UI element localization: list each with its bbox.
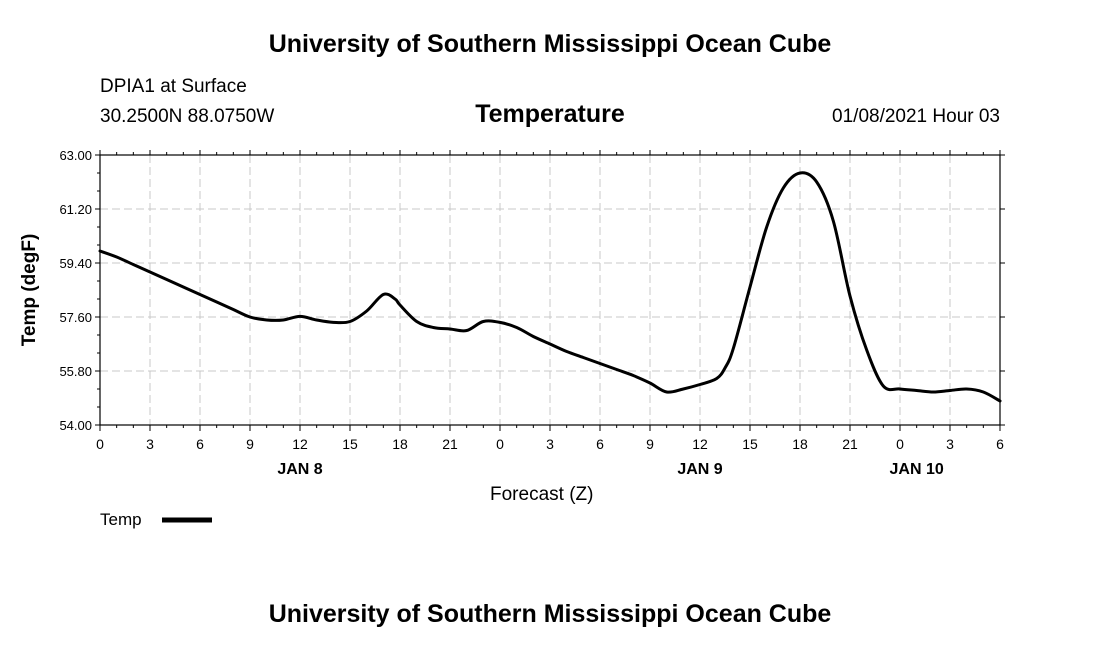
x-tick-label: 0 bbox=[96, 436, 104, 452]
x-tick-label: 6 bbox=[596, 436, 604, 452]
x-tick-label: 6 bbox=[996, 436, 1004, 452]
x-axis-title: Forecast (Z) bbox=[490, 484, 593, 505]
x-tick-label: 0 bbox=[896, 436, 904, 452]
y-tick-label: 57.60 bbox=[59, 310, 92, 325]
x-tick-label: 3 bbox=[146, 436, 154, 452]
x-tick-label: 12 bbox=[292, 436, 308, 452]
chart-title: Temperature bbox=[475, 100, 625, 128]
coords-label: 30.2500N 88.0750W bbox=[100, 106, 275, 127]
grid-lines bbox=[100, 155, 1000, 425]
x-tick-label: 15 bbox=[342, 436, 358, 452]
x-tick-label: 3 bbox=[546, 436, 554, 452]
x-tick-label: 12 bbox=[692, 436, 708, 452]
main-title: University of Southern Mississippi Ocean… bbox=[268, 30, 832, 58]
y-tick-label: 63.00 bbox=[59, 148, 92, 163]
x-day-label: JAN 8 bbox=[277, 461, 322, 478]
y-tick-label: 55.80 bbox=[59, 364, 92, 379]
temp-series-line bbox=[98, 171, 1002, 403]
x-tick-label: 18 bbox=[792, 436, 808, 452]
legend-label: Temp bbox=[100, 510, 142, 529]
axis-ticks bbox=[95, 150, 1005, 431]
x-tick-label: 0 bbox=[496, 436, 504, 452]
x-tick-label: 6 bbox=[196, 436, 204, 452]
x-tick-label: 21 bbox=[442, 436, 458, 452]
x-tick-label: 9 bbox=[646, 436, 654, 452]
y-axis-title: Temp (degF) bbox=[19, 234, 40, 347]
x-tick-label: 9 bbox=[246, 436, 254, 452]
y-tick-label: 61.20 bbox=[59, 202, 92, 217]
x-tick-label: 18 bbox=[392, 436, 408, 452]
y-tick-label: 54.00 bbox=[59, 418, 92, 433]
x-day-label: JAN 10 bbox=[890, 461, 944, 478]
x-tick-label: 3 bbox=[946, 436, 954, 452]
timestamp-label: 01/08/2021 Hour 03 bbox=[832, 106, 1000, 127]
x-tick-label: 15 bbox=[742, 436, 758, 452]
x-day-label: JAN 9 bbox=[677, 461, 722, 478]
x-tick-label: 21 bbox=[842, 436, 858, 452]
legend: Temp bbox=[100, 510, 212, 529]
axis-labels: 54.00 55.80 57.60 59.40 61.20 63.00 0 3 6 9 12 15 18… bbox=[59, 148, 1004, 478]
footer-title: University of Southern Mississippi Ocean… bbox=[268, 600, 832, 628]
y-tick-label: 59.40 bbox=[59, 256, 92, 271]
station-label: DPIA1 at Surface bbox=[100, 76, 247, 97]
